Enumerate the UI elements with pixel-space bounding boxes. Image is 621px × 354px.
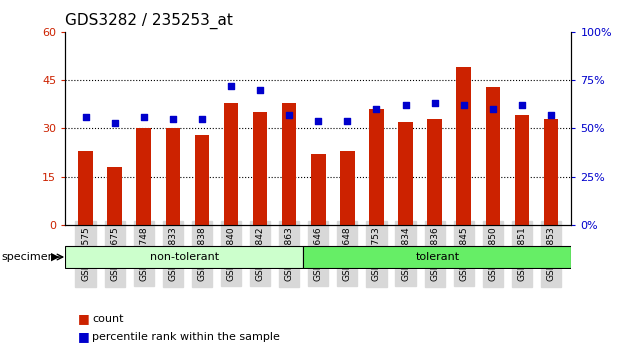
Text: non-tolerant: non-tolerant bbox=[150, 252, 219, 262]
Bar bbox=[427, 119, 442, 225]
Point bbox=[110, 120, 120, 125]
Point bbox=[459, 102, 469, 108]
Bar bbox=[398, 122, 413, 225]
Point bbox=[81, 114, 91, 120]
Point bbox=[138, 114, 148, 120]
Bar bbox=[486, 86, 500, 225]
Bar bbox=[107, 167, 122, 225]
Point bbox=[517, 102, 527, 108]
Point bbox=[168, 116, 178, 121]
Point bbox=[314, 118, 324, 124]
Point bbox=[401, 102, 410, 108]
Text: tolerant: tolerant bbox=[415, 252, 460, 262]
Text: specimen: specimen bbox=[1, 252, 55, 262]
Bar bbox=[253, 112, 268, 225]
Bar bbox=[282, 103, 296, 225]
Point bbox=[226, 83, 236, 89]
Bar bbox=[65, 246, 304, 268]
Point bbox=[546, 112, 556, 118]
Point bbox=[430, 101, 440, 106]
Text: ▶: ▶ bbox=[51, 252, 60, 262]
Point bbox=[342, 118, 352, 124]
Bar bbox=[194, 135, 209, 225]
Text: percentile rank within the sample: percentile rank within the sample bbox=[92, 332, 280, 342]
Point bbox=[255, 87, 265, 93]
Point bbox=[488, 106, 498, 112]
Bar bbox=[224, 103, 238, 225]
Point bbox=[197, 116, 207, 121]
Bar bbox=[137, 128, 151, 225]
Point bbox=[284, 112, 294, 118]
Bar bbox=[544, 119, 558, 225]
Bar bbox=[166, 128, 180, 225]
Bar bbox=[78, 151, 93, 225]
Bar bbox=[340, 151, 355, 225]
Text: GDS3282 / 235253_at: GDS3282 / 235253_at bbox=[65, 12, 233, 29]
Text: ■: ■ bbox=[78, 312, 89, 325]
Bar bbox=[515, 115, 529, 225]
Text: count: count bbox=[92, 314, 124, 324]
Point bbox=[371, 106, 381, 112]
Bar bbox=[304, 246, 571, 268]
Text: ■: ■ bbox=[78, 331, 89, 343]
Bar bbox=[311, 154, 325, 225]
Bar bbox=[456, 67, 471, 225]
Bar bbox=[369, 109, 384, 225]
